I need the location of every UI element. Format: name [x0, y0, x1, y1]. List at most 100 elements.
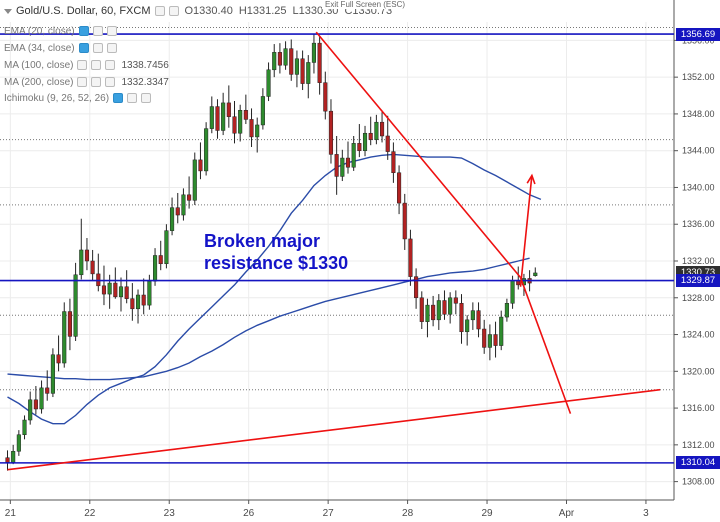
candle-body: [67, 311, 72, 337]
candle-body: [266, 69, 271, 97]
x-tick-label: 28: [402, 508, 414, 519]
candle-body: [294, 58, 299, 75]
exit-full-screen-button[interactable]: Exit Full Screen (ESC): [322, 0, 409, 9]
candle-body: [107, 282, 112, 295]
candle-body: [277, 52, 282, 66]
y-tick-label: 1348.00: [682, 109, 715, 119]
ohlc-open: O1330.40: [184, 5, 233, 17]
y-tick-label: 1312.00: [682, 440, 715, 450]
eye-icon[interactable]: [77, 77, 88, 87]
candle-body: [11, 451, 16, 463]
candle-body: [124, 286, 129, 299]
candle-body: [181, 194, 186, 216]
candle-body: [510, 280, 515, 304]
settings-icon[interactable]: [154, 6, 165, 16]
candle-body: [221, 102, 226, 131]
close-icon[interactable]: [106, 43, 117, 53]
annotation-line-1: Broken major: [204, 231, 321, 251]
candle-body: [334, 154, 339, 177]
candle-body: [385, 135, 390, 152]
candle-body: [362, 132, 368, 151]
settings-icon[interactable]: [92, 43, 103, 53]
indicator-row-ma200[interactable]: MA (200, close) 1332.3347: [4, 75, 169, 89]
candle-body: [374, 121, 379, 140]
candle-body: [249, 119, 254, 138]
y-tick-label: 1336.00: [682, 219, 715, 229]
y-tick-label: 1352.00: [682, 72, 715, 82]
candle-body: [442, 300, 447, 315]
indicator-row-ema34[interactable]: EMA (34, close): [4, 41, 117, 55]
ohlc-high: H1331.25: [238, 5, 287, 17]
candle-body: [487, 334, 492, 348]
candle-body: [470, 310, 475, 321]
x-tick-label: 27: [323, 508, 335, 519]
candle-body: [50, 354, 55, 394]
candle-body: [397, 172, 402, 204]
candle-body: [164, 230, 169, 265]
close-icon[interactable]: [141, 93, 152, 103]
candle-body: [283, 48, 288, 66]
candle-body: [255, 124, 260, 138]
indicator-row-ma100[interactable]: MA (100, close) 1338.7456: [4, 58, 169, 72]
candle-body: [192, 159, 197, 201]
settings-icon[interactable]: [91, 60, 102, 70]
close-icon[interactable]: [106, 26, 117, 36]
trendline: [519, 277, 572, 414]
y-tick-label: 1308.00: [682, 477, 715, 487]
y-tick-label: 1320.00: [682, 366, 715, 376]
legend-title-row: Gold/U.S. Dollar, 60, FXCM O1330.40 H133…: [4, 4, 392, 18]
settings-icon[interactable]: [127, 93, 138, 103]
candle-body: [482, 328, 487, 348]
visibility-icon[interactable]: [168, 6, 179, 16]
candle-body: [238, 109, 243, 134]
indicator-label: EMA (20, close): [4, 25, 75, 37]
x-tick-label: 3: [643, 508, 649, 519]
candle-body: [345, 157, 351, 168]
candle-body: [317, 42, 322, 83]
candle-body: [425, 304, 430, 322]
eye-icon[interactable]: [78, 43, 89, 53]
candle-body: [448, 297, 453, 315]
projection-arrow-line: [519, 175, 533, 287]
candle-body: [419, 297, 424, 322]
candle-body: [118, 286, 124, 298]
settings-icon[interactable]: [92, 26, 103, 36]
candle-body: [141, 294, 146, 306]
indicator-row-ema20[interactable]: EMA (20, close): [4, 24, 117, 38]
eye-icon[interactable]: [77, 60, 88, 70]
annotation-text: Broken major resistance $1330: [204, 230, 348, 274]
x-tick-label: 22: [84, 508, 96, 519]
y-tick-label: 1332.00: [682, 256, 715, 266]
candle-body: [402, 202, 407, 240]
candle-body: [453, 297, 458, 304]
candle-body: [170, 207, 175, 231]
candle-body: [226, 102, 231, 117]
ma200-line: [7, 257, 530, 381]
indicator-label: EMA (34, close): [4, 42, 75, 54]
eye-icon[interactable]: [113, 93, 124, 103]
candle-body: [414, 276, 419, 299]
close-icon[interactable]: [105, 77, 116, 87]
candle-body: [56, 354, 61, 364]
candle-body: [431, 304, 436, 321]
close-icon[interactable]: [105, 60, 116, 70]
candle-body: [147, 280, 152, 306]
candle-body: [158, 255, 163, 265]
candle-body: [5, 457, 10, 463]
y-tick-label: 1328.00: [682, 293, 715, 303]
eye-icon[interactable]: [78, 26, 89, 36]
trendline: [7, 388, 661, 471]
candle-body: [187, 194, 192, 201]
candle-body: [289, 48, 294, 75]
candle-body: [209, 106, 214, 129]
candle-body: [62, 311, 67, 364]
x-tick-label: 23: [164, 508, 176, 519]
candle-body: [499, 316, 504, 346]
collapse-arrow-icon[interactable]: [4, 8, 12, 14]
indicator-row-ichimoku[interactable]: Ichimoku (9, 26, 52, 26): [4, 91, 152, 105]
candle-body: [16, 434, 21, 452]
settings-icon[interactable]: [91, 77, 102, 87]
candle-body: [408, 238, 413, 277]
candle-body: [130, 298, 135, 310]
